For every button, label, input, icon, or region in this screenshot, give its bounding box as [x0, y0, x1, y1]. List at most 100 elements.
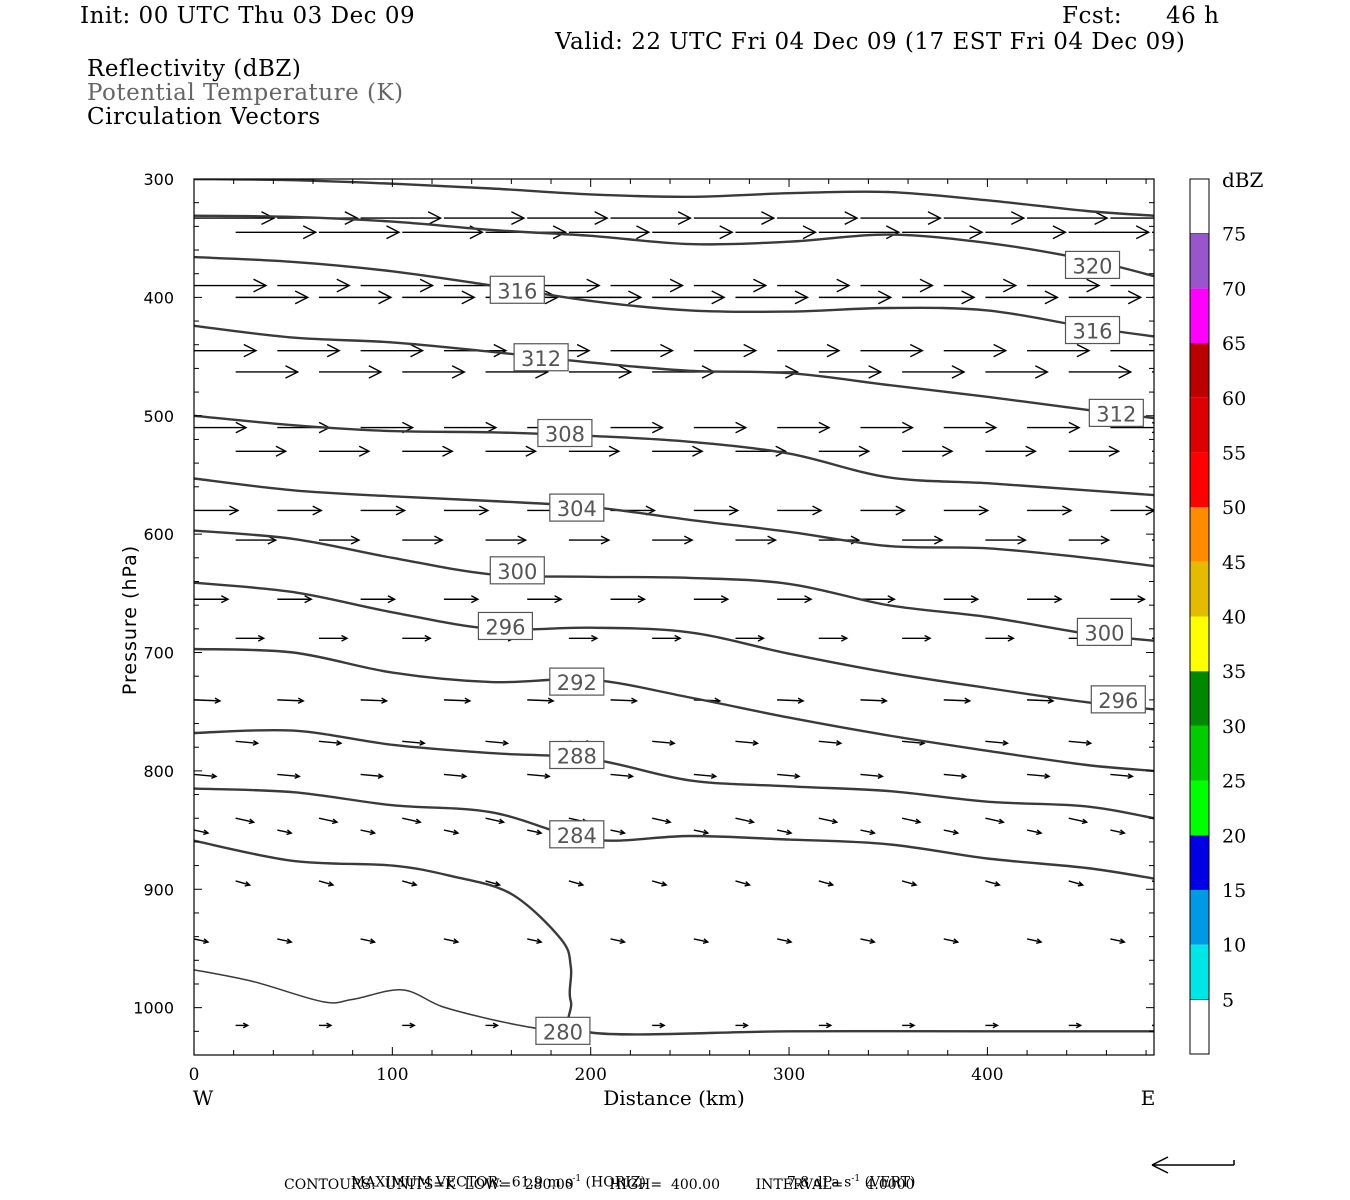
circulation-vector — [402, 365, 466, 379]
theta-contour-line — [194, 179, 1154, 217]
circulation-vector — [568, 365, 633, 379]
colorbar-swatch — [1190, 780, 1209, 836]
x-tick-label: 100 — [376, 1065, 408, 1085]
circulation-vector — [610, 278, 685, 293]
circulation-vector — [194, 343, 258, 358]
circulation-vector — [652, 535, 694, 545]
circulation-vector — [318, 225, 401, 240]
circulation-vector — [818, 290, 893, 305]
circulation-vector — [901, 880, 918, 887]
theta-contour-line — [194, 581, 1154, 711]
circulation-vector — [235, 445, 288, 457]
colorbar-swatch — [1190, 671, 1209, 726]
circulation-vector — [1152, 637, 1154, 640]
colorbar-label: 65 — [1222, 333, 1246, 355]
circulation-vector — [860, 697, 888, 704]
circulation-vector — [1110, 505, 1154, 516]
circulation-vector — [777, 697, 805, 704]
circulation-vector — [443, 938, 460, 944]
circulation-vector — [860, 773, 884, 779]
circulation-vector — [402, 740, 426, 746]
circulation-vector — [735, 225, 818, 240]
circulation-vector — [943, 829, 960, 836]
circulation-vector — [402, 290, 476, 305]
contour-label-text: 296 — [485, 615, 525, 639]
circulation-vector — [277, 343, 341, 358]
x-axis-label: Distance (km) — [603, 1086, 745, 1110]
circulation-vector — [1027, 211, 1109, 226]
circulation-vector — [360, 211, 443, 226]
colorbar-swatch — [1190, 343, 1209, 398]
colorbar-label: 20 — [1222, 825, 1246, 847]
circulation-vector — [485, 445, 538, 457]
contour-label-text: 280 — [543, 1020, 583, 1044]
circulation-vector — [194, 829, 210, 836]
colorbar-label: 25 — [1222, 771, 1246, 793]
circulation-vector — [568, 535, 611, 545]
circulation-vector — [651, 880, 668, 887]
y-tick-label: 500 — [143, 407, 174, 426]
circulation-vector — [985, 740, 1009, 746]
circulation-vector — [943, 697, 972, 704]
circulation-vector — [610, 938, 626, 944]
circulation-vector — [735, 634, 766, 642]
plot-frame — [193, 178, 1155, 1056]
colorbar-swatch — [1190, 507, 1209, 562]
circulation-vector — [277, 773, 301, 779]
circulation-vector — [1068, 817, 1089, 825]
colorbar-label: 35 — [1222, 661, 1246, 683]
circulation-vector — [318, 634, 349, 642]
colorbar-swatch — [1190, 889, 1209, 945]
circulation-vector — [277, 938, 293, 944]
circulation-vector — [1110, 284, 1154, 287]
contours-info: CONTOURS: UNITS=K LOW= 280.00 HIGH= 400.… — [284, 1177, 915, 1193]
circulation-vector — [443, 505, 490, 516]
circulation-vector — [194, 697, 222, 704]
circulation-vector — [277, 829, 293, 836]
contour-label-text: 316 — [497, 279, 537, 303]
circulation-vector — [402, 535, 444, 545]
circulation-vector — [318, 445, 371, 457]
contour-label: 284 — [549, 820, 605, 849]
circulation-vector — [235, 365, 300, 379]
contour-label-text: 292 — [557, 671, 597, 695]
circulation-vector — [818, 817, 839, 825]
theta-contour-line — [194, 477, 1154, 568]
circulation-vector — [527, 829, 543, 836]
circulation-vector — [1027, 421, 1081, 434]
circulation-vector — [777, 773, 801, 779]
circulation-vector — [443, 211, 526, 226]
circulation-vector — [693, 505, 740, 516]
circulation-vector — [735, 880, 752, 887]
contour-label: 288 — [549, 740, 605, 770]
contour-label-text: 300 — [1084, 621, 1124, 645]
circulation-vector — [360, 505, 407, 516]
circulation-vector — [360, 938, 377, 944]
circulation-vector — [985, 445, 1037, 457]
circulation-vector — [693, 278, 768, 293]
circulation-vector — [318, 365, 383, 379]
circulation-vector — [985, 817, 1005, 825]
theta-contour-line — [194, 787, 1154, 880]
y-tick-label: 300 — [143, 170, 174, 189]
circulation-vector — [194, 421, 248, 434]
theta-contour-line — [194, 529, 1154, 642]
contour-label-text: 284 — [557, 824, 597, 848]
colorbar-label: 45 — [1222, 552, 1246, 574]
contour-label: 308 — [537, 418, 593, 448]
circulation-vector — [485, 817, 506, 825]
circulation-vector — [568, 225, 651, 240]
circulation-vector — [194, 278, 268, 293]
circulation-vector — [527, 697, 555, 704]
circulation-vector — [693, 773, 718, 779]
circulation-vector — [1152, 539, 1154, 541]
circulation-vector — [652, 817, 672, 825]
circulation-vector — [485, 880, 502, 887]
colorbar-label: 55 — [1222, 442, 1246, 464]
circulation-vector — [235, 1022, 250, 1029]
colorbar-swatch — [1190, 288, 1209, 344]
colorbar-swatch — [1190, 397, 1209, 453]
colorbar-label: 30 — [1222, 716, 1246, 738]
circulation-vector — [443, 829, 460, 836]
circulation-vector — [776, 829, 793, 836]
